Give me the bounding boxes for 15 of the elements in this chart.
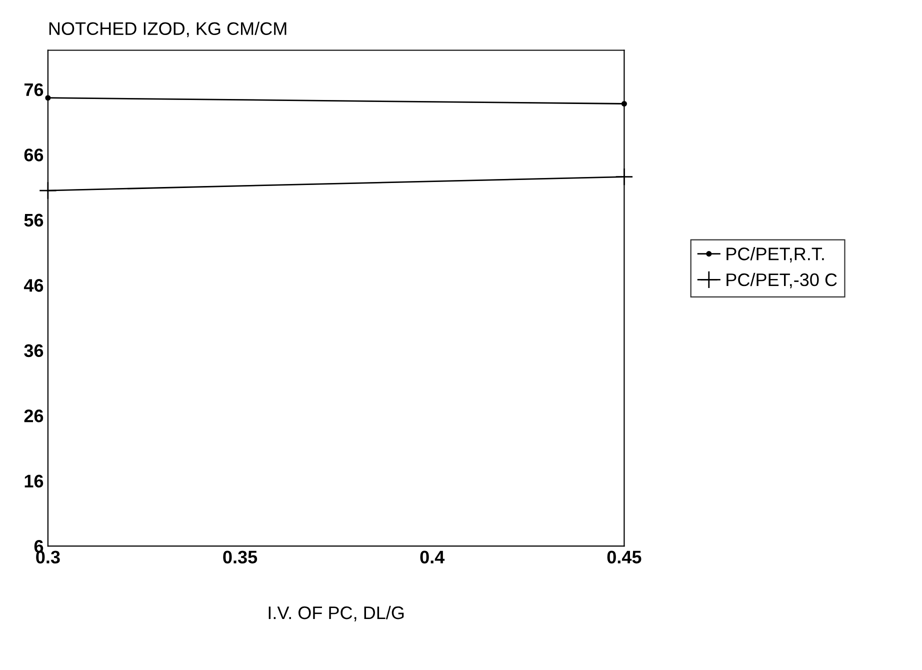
x-axis-title: I.V. OF PC, DL/G: [268, 606, 404, 622]
y-tick-label: 36: [24, 344, 44, 358]
legend-label: PC/PET,-30 C: [726, 272, 837, 288]
x-tick-label: 0.3: [36, 550, 60, 564]
y-tick-label: 26: [24, 410, 44, 422]
x-tick-label: 0.4: [420, 550, 445, 564]
chart-title: NOTCHED IZOD, KG CM/CM: [49, 22, 286, 38]
y-tick-label: 66: [24, 148, 44, 162]
y-tick-label: 56: [24, 214, 44, 227]
y-tick-label: 76: [24, 83, 44, 96]
x-tick-label: 0.35: [223, 550, 258, 564]
y-tick-label: 46: [24, 279, 44, 292]
x-tick-label: 0.45: [607, 550, 642, 564]
legend-label: PC/PET,R.T.: [726, 247, 824, 262]
y-tick-label: 16: [24, 474, 44, 488]
